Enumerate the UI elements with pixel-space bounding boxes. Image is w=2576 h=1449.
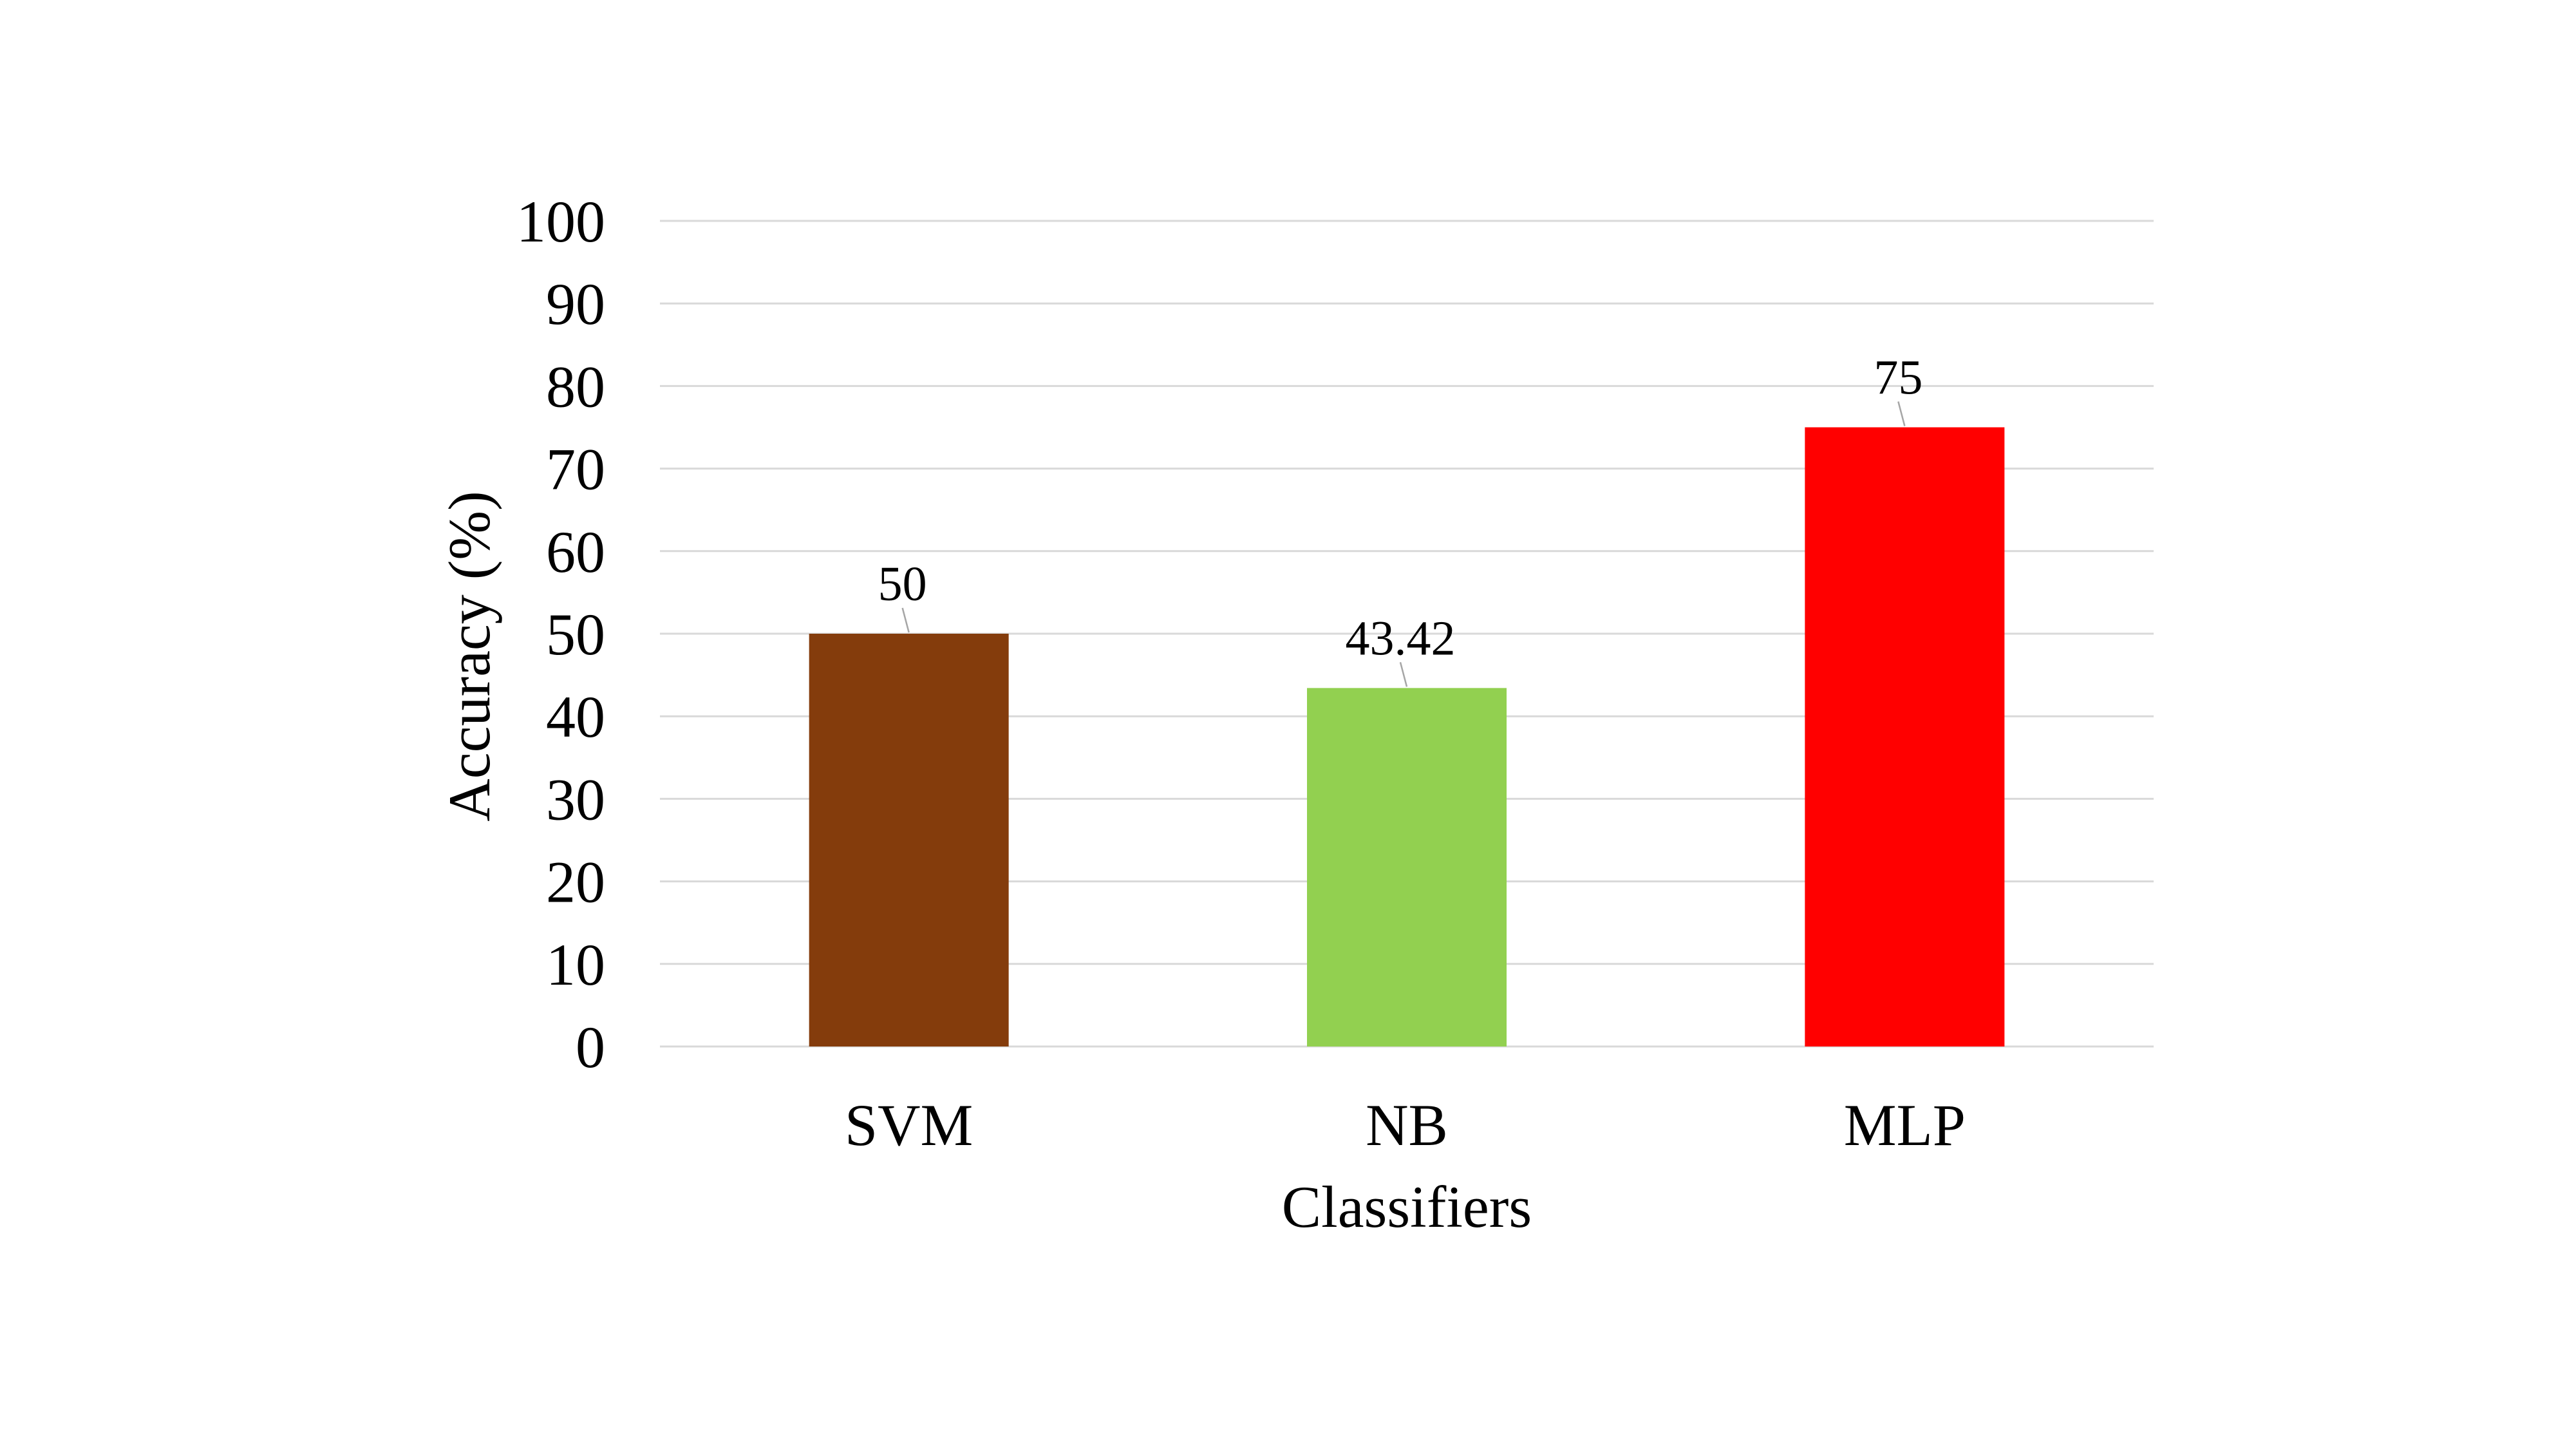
data-labels: 50 43.42 75 bbox=[878, 351, 1923, 687]
data-label-svm: 50 bbox=[878, 557, 927, 611]
data-label-mlp: 75 bbox=[1874, 351, 1923, 405]
data-label-leader bbox=[1399, 662, 1408, 687]
y-tick-label: 0 bbox=[576, 1014, 605, 1080]
y-tick-label: 70 bbox=[546, 437, 605, 502]
x-tick-label-svm: SVM bbox=[845, 1092, 973, 1158]
y-axis-title: Accuracy (%) bbox=[437, 491, 502, 821]
y-tick-label: 40 bbox=[546, 684, 605, 750]
y-tick-label: 30 bbox=[546, 766, 605, 832]
x-tick-label-mlp: MLP bbox=[1844, 1092, 1966, 1158]
y-tick-label: 80 bbox=[546, 354, 605, 419]
y-tick-label: 10 bbox=[546, 932, 605, 998]
data-label-leader bbox=[901, 607, 910, 633]
data-label-nb: 43.42 bbox=[1346, 611, 1456, 665]
bar-nb bbox=[1307, 688, 1507, 1046]
x-tick-label-nb: NB bbox=[1366, 1092, 1448, 1158]
y-tick-label: 90 bbox=[546, 271, 605, 337]
y-tick-label: 20 bbox=[546, 849, 605, 915]
y-tick-label: 60 bbox=[546, 519, 605, 585]
y-tick-label: 50 bbox=[546, 601, 605, 667]
x-axis-categories: SVM NB MLP bbox=[845, 1092, 1966, 1158]
y-tick-label: 100 bbox=[516, 189, 605, 254]
data-label-leader bbox=[1897, 401, 1906, 426]
bars bbox=[809, 427, 2005, 1046]
bar-svm bbox=[809, 634, 1009, 1046]
bar-mlp bbox=[1805, 427, 2005, 1046]
y-axis-ticks: 0 10 20 30 40 50 60 70 80 90 100 bbox=[516, 189, 605, 1080]
x-axis-title: Classifiers bbox=[1282, 1174, 1532, 1240]
